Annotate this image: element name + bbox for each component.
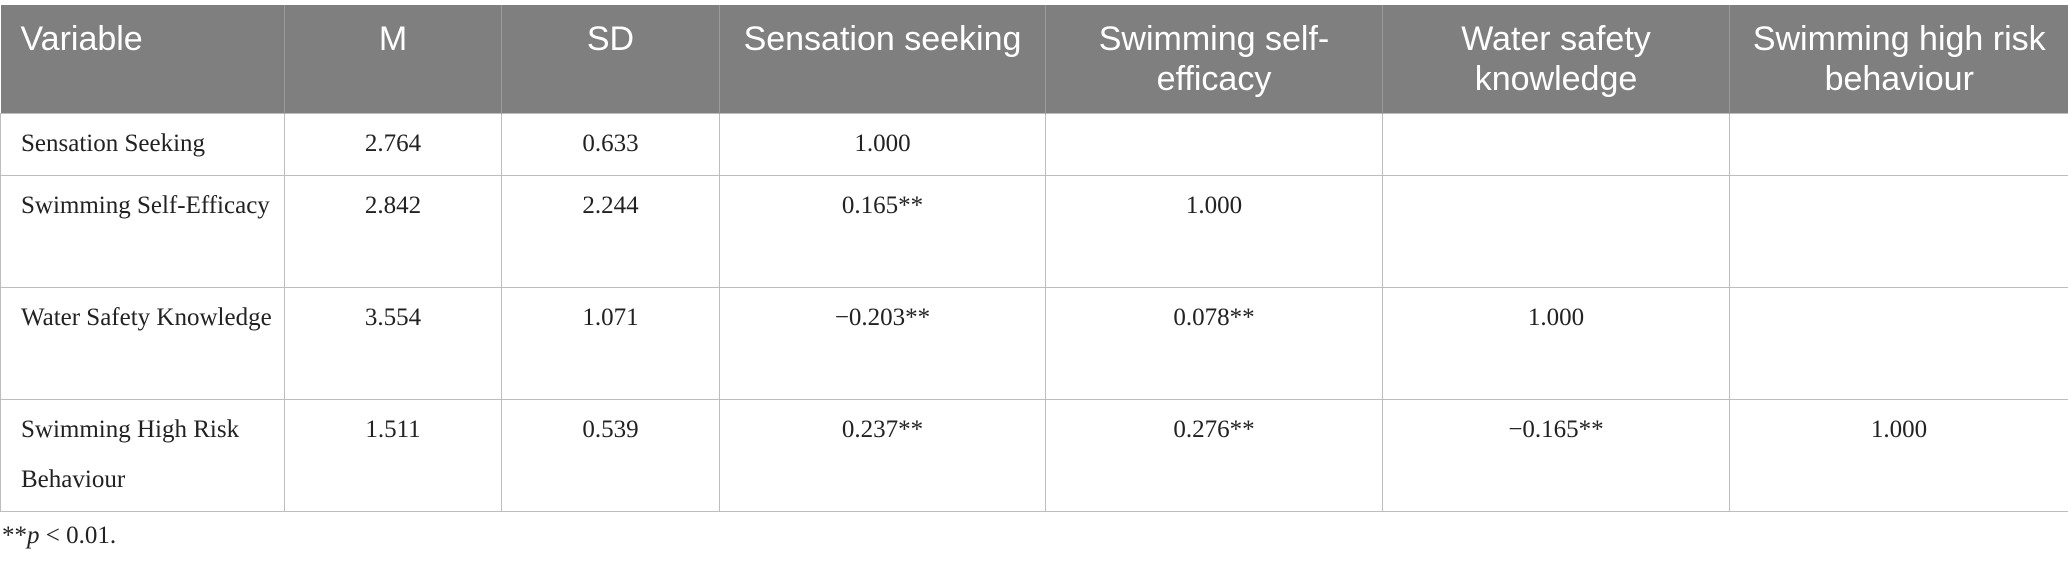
empty-cell (1045, 112, 1383, 176)
header-cell: Variable (0, 5, 285, 113)
cell: 0.078** (1045, 286, 1383, 400)
cell: 2.842 (284, 174, 502, 288)
header-cell: Swimming self-efficacy (1045, 5, 1383, 113)
table-row: Swimming Self-Efficacy 2.842 2.244 0.165** 1… (0, 174, 2068, 288)
footnote-italic: p (27, 522, 40, 549)
header-cell: Water safety knowledge (1382, 5, 1730, 113)
footnote: **p < 0.01. (2, 522, 116, 550)
cell: 0.237** (719, 398, 1046, 512)
table-row: Swimming High Risk Behaviour 1.511 0.539 0.… (0, 398, 2068, 512)
cell: 1.000 (1045, 174, 1383, 288)
empty-cell (1382, 112, 1730, 176)
cell: 0.539 (501, 398, 720, 512)
row-label: Sensation Seeking (0, 112, 285, 176)
header-cell: M (284, 5, 502, 113)
cell: 0.165** (719, 174, 1046, 288)
cell: −0.165** (1382, 398, 1730, 512)
footnote-text: < 0.01. (39, 522, 117, 549)
cell: 0.633 (501, 112, 720, 176)
table-row: Water Safety Knowledge 3.554 1.071 −0.203**… (0, 286, 2068, 400)
cell: −0.203** (719, 286, 1046, 400)
cell: 3.554 (284, 286, 502, 400)
row-label: Swimming Self-Efficacy (0, 174, 285, 288)
cell: 0.276** (1045, 398, 1383, 512)
header-cell: Sensation seeking (719, 5, 1046, 113)
header-cell: SD (501, 5, 720, 113)
cell: 1.000 (1729, 398, 2068, 512)
cell: 2.244 (501, 174, 720, 288)
row-label: Water Safety Knowledge (0, 286, 285, 400)
footnote-prefix: ** (2, 522, 27, 549)
empty-cell (1382, 174, 1730, 288)
empty-cell (1729, 112, 2068, 176)
correlation-table: Variable M SD Sensation seeking Swimming sel… (0, 5, 2068, 512)
empty-cell (1729, 286, 2068, 400)
header-cell: Swimming high risk behaviour (1729, 5, 2068, 113)
row-label: Swimming High Risk Behaviour (0, 398, 285, 512)
cell: 1.000 (719, 112, 1046, 176)
empty-cell (1729, 174, 2068, 288)
table-body: Sensation Seeking 2.764 0.633 1.000 Swimming… (0, 112, 2068, 512)
cell: 1.071 (501, 286, 720, 400)
cell: 1.000 (1382, 286, 1730, 400)
header-row: Variable M SD Sensation seeking Swimming sel… (0, 5, 2068, 113)
cell: 2.764 (284, 112, 502, 176)
table-row: Sensation Seeking 2.764 0.633 1.000 (0, 112, 2068, 176)
cell: 1.511 (284, 398, 502, 512)
